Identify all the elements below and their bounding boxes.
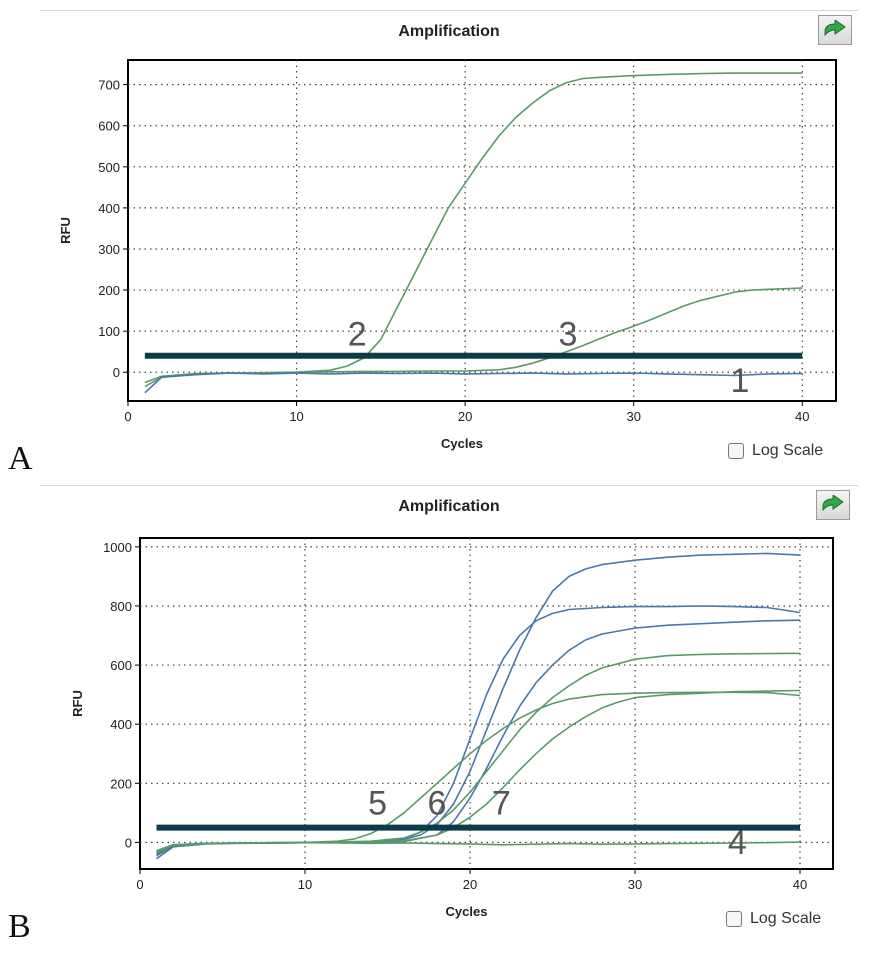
checkbox-icon[interactable] (728, 443, 744, 459)
plot-area (128, 60, 836, 401)
curve-annotation-7: 7 (492, 784, 511, 822)
x-tick-label: 10 (289, 409, 303, 424)
panel-label-a: A (8, 440, 33, 478)
y-tick-label: 400 (98, 201, 120, 216)
x-tick-label: 20 (463, 877, 477, 892)
curve-annotation-6: 6 (428, 784, 447, 822)
x-axis-label: Cycles (446, 904, 488, 919)
plot-area (140, 538, 833, 869)
y-tick-label: 400 (110, 717, 132, 732)
curve-annotation-1: 1 (730, 362, 749, 400)
y-tick-label: 600 (98, 119, 120, 134)
chart-panel-b: Amplification 01020304002004006008001000… (40, 485, 858, 946)
amplification-chart-a: 0102030400100200300400500600700CyclesRFU… (40, 11, 858, 471)
y-axis-label: RFU (58, 217, 73, 244)
y-tick-label: 500 (98, 160, 120, 175)
y-axis-label: RFU (70, 690, 85, 717)
checkbox-icon[interactable] (726, 911, 742, 927)
log-scale-toggle-b[interactable]: Log Scale (726, 910, 821, 928)
log-scale-label-b: Log Scale (750, 910, 821, 928)
y-tick-label: 600 (110, 658, 132, 673)
curve-annotation-3: 3 (559, 316, 578, 354)
curve-annotation-2: 2 (348, 316, 367, 354)
chart-panel-a: Amplification 01020304001002003004005006… (40, 10, 858, 471)
y-tick-label: 1000 (103, 540, 132, 555)
curve-annotation-4: 4 (728, 824, 747, 862)
y-tick-label: 700 (98, 78, 120, 93)
amplification-chart-b: 01020304002004006008001000CyclesRFU5674 (40, 486, 858, 946)
x-tick-label: 30 (628, 877, 642, 892)
x-tick-label: 30 (626, 409, 640, 424)
y-tick-label: 100 (98, 324, 120, 339)
x-tick-label: 20 (458, 409, 472, 424)
x-tick-label: 0 (124, 409, 131, 424)
x-tick-label: 40 (793, 877, 807, 892)
y-tick-label: 0 (125, 835, 132, 850)
y-tick-label: 200 (110, 776, 132, 791)
y-tick-label: 200 (98, 283, 120, 298)
panel-label-b: B (8, 908, 31, 946)
y-tick-label: 300 (98, 242, 120, 257)
x-tick-label: 10 (298, 877, 312, 892)
x-tick-label: 40 (795, 409, 809, 424)
log-scale-label-a: Log Scale (752, 442, 823, 460)
y-tick-label: 800 (110, 599, 132, 614)
x-tick-label: 0 (136, 877, 143, 892)
log-scale-toggle-a[interactable]: Log Scale (728, 442, 823, 460)
y-tick-label: 0 (113, 365, 120, 380)
curve-annotation-5: 5 (368, 784, 387, 822)
x-axis-label: Cycles (441, 436, 483, 451)
